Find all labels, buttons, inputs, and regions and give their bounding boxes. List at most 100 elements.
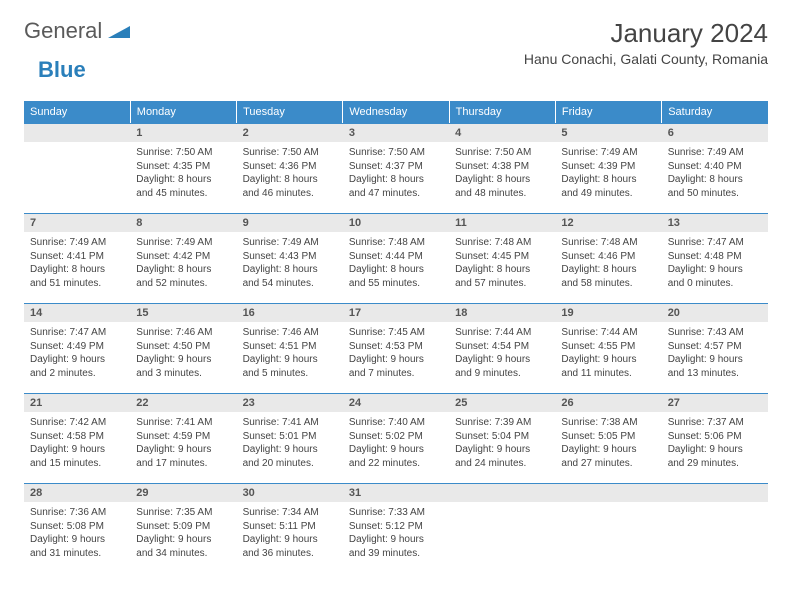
day-cell: 1Sunrise: 7:50 AMSunset: 4:35 PMDaylight… — [130, 123, 236, 213]
day-cell: 30Sunrise: 7:34 AMSunset: 5:11 PMDayligh… — [237, 483, 343, 573]
day-number: 21 — [24, 393, 130, 412]
day-cell: 4Sunrise: 7:50 AMSunset: 4:38 PMDaylight… — [449, 123, 555, 213]
daylight: Daylight: 9 hours and 27 minutes. — [561, 443, 655, 470]
sunset: Sunset: 4:36 PM — [243, 160, 337, 174]
day-cell: 17Sunrise: 7:45 AMSunset: 4:53 PMDayligh… — [343, 303, 449, 393]
day-number: 24 — [343, 393, 449, 412]
sunset: Sunset: 4:59 PM — [136, 430, 230, 444]
sunrise: Sunrise: 7:36 AM — [30, 506, 124, 520]
week-row: 21Sunrise: 7:42 AMSunset: 4:58 PMDayligh… — [24, 393, 768, 483]
day-body: Sunrise: 7:50 AMSunset: 4:36 PMDaylight:… — [237, 142, 343, 204]
sunset: Sunset: 4:49 PM — [30, 340, 124, 354]
daylight: Daylight: 9 hours and 20 minutes. — [243, 443, 337, 470]
day-body: Sunrise: 7:49 AMSunset: 4:43 PMDaylight:… — [237, 232, 343, 294]
day-number: 13 — [662, 213, 768, 232]
day-body: Sunrise: 7:49 AMSunset: 4:40 PMDaylight:… — [662, 142, 768, 204]
day-number: 10 — [343, 213, 449, 232]
day-body: Sunrise: 7:35 AMSunset: 5:09 PMDaylight:… — [130, 502, 236, 564]
daylight: Daylight: 9 hours and 29 minutes. — [668, 443, 762, 470]
day-number: 18 — [449, 303, 555, 322]
sunrise: Sunrise: 7:45 AM — [349, 326, 443, 340]
sunset: Sunset: 4:57 PM — [668, 340, 762, 354]
daylight: Daylight: 9 hours and 2 minutes. — [30, 353, 124, 380]
day-cell: 28Sunrise: 7:36 AMSunset: 5:08 PMDayligh… — [24, 483, 130, 573]
sunset: Sunset: 5:05 PM — [561, 430, 655, 444]
day-cell: 19Sunrise: 7:44 AMSunset: 4:55 PMDayligh… — [555, 303, 661, 393]
sunset: Sunset: 4:58 PM — [30, 430, 124, 444]
sunset: Sunset: 5:01 PM — [243, 430, 337, 444]
dow-monday: Monday — [130, 101, 236, 123]
sunrise: Sunrise: 7:48 AM — [561, 236, 655, 250]
day-number: 9 — [237, 213, 343, 232]
daylight: Daylight: 9 hours and 3 minutes. — [136, 353, 230, 380]
sunrise: Sunrise: 7:48 AM — [455, 236, 549, 250]
day-number — [449, 483, 555, 502]
week-row: 14Sunrise: 7:47 AMSunset: 4:49 PMDayligh… — [24, 303, 768, 393]
sunrise: Sunrise: 7:49 AM — [561, 146, 655, 160]
calendar-weeks: 1Sunrise: 7:50 AMSunset: 4:35 PMDaylight… — [24, 123, 768, 573]
day-cell: 3Sunrise: 7:50 AMSunset: 4:37 PMDaylight… — [343, 123, 449, 213]
day-body: Sunrise: 7:50 AMSunset: 4:37 PMDaylight:… — [343, 142, 449, 204]
sunrise: Sunrise: 7:44 AM — [561, 326, 655, 340]
sunset: Sunset: 5:06 PM — [668, 430, 762, 444]
day-cell: 6Sunrise: 7:49 AMSunset: 4:40 PMDaylight… — [662, 123, 768, 213]
day-cell: 18Sunrise: 7:44 AMSunset: 4:54 PMDayligh… — [449, 303, 555, 393]
logo-text-general: General — [24, 18, 102, 44]
daylight: Daylight: 8 hours and 50 minutes. — [668, 173, 762, 200]
day-cell — [449, 483, 555, 573]
sunset: Sunset: 4:53 PM — [349, 340, 443, 354]
day-number — [24, 123, 130, 142]
daylight: Daylight: 9 hours and 17 minutes. — [136, 443, 230, 470]
daylight: Daylight: 9 hours and 22 minutes. — [349, 443, 443, 470]
day-body — [662, 502, 768, 510]
sunrise: Sunrise: 7:48 AM — [349, 236, 443, 250]
calendar-table: Sunday Monday Tuesday Wednesday Thursday… — [24, 101, 768, 123]
day-number: 31 — [343, 483, 449, 502]
sunrise: Sunrise: 7:47 AM — [668, 236, 762, 250]
sunrise: Sunrise: 7:34 AM — [243, 506, 337, 520]
daylight: Daylight: 9 hours and 24 minutes. — [455, 443, 549, 470]
daylight: Daylight: 9 hours and 5 minutes. — [243, 353, 337, 380]
daylight: Daylight: 9 hours and 39 minutes. — [349, 533, 443, 560]
sunrise: Sunrise: 7:37 AM — [668, 416, 762, 430]
sunset: Sunset: 4:40 PM — [668, 160, 762, 174]
sunset: Sunset: 4:44 PM — [349, 250, 443, 264]
sunset: Sunset: 4:37 PM — [349, 160, 443, 174]
day-body: Sunrise: 7:40 AMSunset: 5:02 PMDaylight:… — [343, 412, 449, 474]
dow-tuesday: Tuesday — [237, 101, 343, 123]
sunrise: Sunrise: 7:40 AM — [349, 416, 443, 430]
day-number: 25 — [449, 393, 555, 412]
sunrise: Sunrise: 7:49 AM — [668, 146, 762, 160]
day-cell: 12Sunrise: 7:48 AMSunset: 4:46 PMDayligh… — [555, 213, 661, 303]
sunrise: Sunrise: 7:47 AM — [30, 326, 124, 340]
daylight: Daylight: 9 hours and 31 minutes. — [30, 533, 124, 560]
day-cell: 27Sunrise: 7:37 AMSunset: 5:06 PMDayligh… — [662, 393, 768, 483]
sunrise: Sunrise: 7:50 AM — [243, 146, 337, 160]
day-body — [24, 142, 130, 150]
day-cell: 24Sunrise: 7:40 AMSunset: 5:02 PMDayligh… — [343, 393, 449, 483]
day-body: Sunrise: 7:47 AMSunset: 4:49 PMDaylight:… — [24, 322, 130, 384]
sunrise: Sunrise: 7:39 AM — [455, 416, 549, 430]
logo-text-blue: Blue — [38, 57, 86, 82]
day-number: 5 — [555, 123, 661, 142]
day-number: 8 — [130, 213, 236, 232]
day-body: Sunrise: 7:37 AMSunset: 5:06 PMDaylight:… — [662, 412, 768, 474]
day-cell: 14Sunrise: 7:47 AMSunset: 4:49 PMDayligh… — [24, 303, 130, 393]
day-body: Sunrise: 7:33 AMSunset: 5:12 PMDaylight:… — [343, 502, 449, 564]
day-cell: 13Sunrise: 7:47 AMSunset: 4:48 PMDayligh… — [662, 213, 768, 303]
sunset: Sunset: 4:42 PM — [136, 250, 230, 264]
day-cell: 7Sunrise: 7:49 AMSunset: 4:41 PMDaylight… — [24, 213, 130, 303]
dow-sunday: Sunday — [24, 101, 130, 123]
daylight: Daylight: 8 hours and 55 minutes. — [349, 263, 443, 290]
daylight: Daylight: 8 hours and 46 minutes. — [243, 173, 337, 200]
sunset: Sunset: 4:51 PM — [243, 340, 337, 354]
sunset: Sunset: 4:50 PM — [136, 340, 230, 354]
day-number: 26 — [555, 393, 661, 412]
daylight: Daylight: 8 hours and 52 minutes. — [136, 263, 230, 290]
sunset: Sunset: 4:39 PM — [561, 160, 655, 174]
daylight: Daylight: 8 hours and 57 minutes. — [455, 263, 549, 290]
day-cell: 5Sunrise: 7:49 AMSunset: 4:39 PMDaylight… — [555, 123, 661, 213]
day-number: 27 — [662, 393, 768, 412]
sunset: Sunset: 5:08 PM — [30, 520, 124, 534]
day-body: Sunrise: 7:49 AMSunset: 4:41 PMDaylight:… — [24, 232, 130, 294]
